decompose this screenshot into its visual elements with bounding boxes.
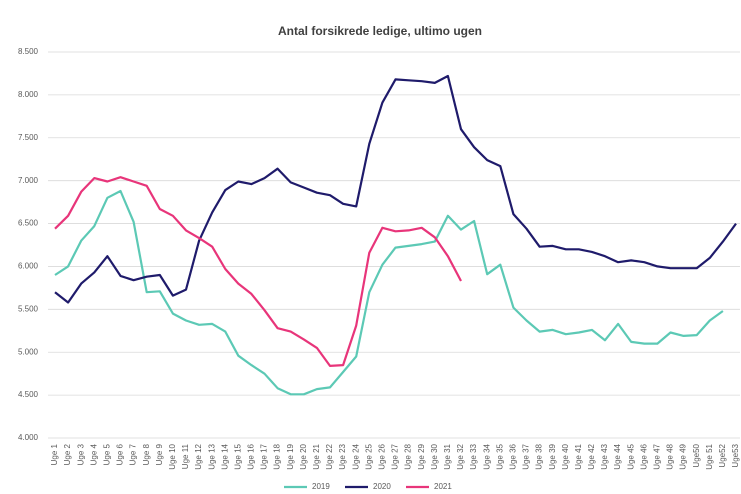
x-tick-label: Uge 16 [247,443,256,469]
y-tick-label: 7.000 [18,176,39,185]
x-tick-label: Uge 32 [456,443,465,469]
x-tick-label: Uge 4 [89,443,98,465]
x-tick-label: Uge 45 [626,443,635,469]
legend-label: 2021 [434,482,452,491]
x-tick-label: Uge 46 [639,443,648,469]
x-tick-label: Uge 3 [76,443,85,465]
x-tick-label: Uge 30 [430,443,439,469]
x-tick-label: Uge 28 [404,443,413,469]
x-tick-label: Uge 27 [391,443,400,469]
x-tick-label: Uge 24 [351,443,360,469]
x-tick-label: Uge 31 [443,443,452,469]
series-line [54,176,462,367]
x-tick-label: Uge53 [731,443,740,467]
x-tick-label: Uge 41 [574,443,583,469]
legend-label: 2019 [312,482,330,491]
x-tick-label: Uge 18 [273,443,282,469]
x-tick-label: Uge 1 [50,443,59,465]
x-tick-label: Uge 49 [679,443,688,469]
y-tick-label: 8.000 [18,90,39,99]
series-line [54,74,737,304]
x-tick-label: Uge 21 [312,443,321,469]
y-tick-label: 4.000 [18,433,39,442]
y-tick-label: 5.000 [18,347,39,356]
y-tick-label: 4.500 [18,390,39,399]
x-tick-label: Uge 20 [299,443,308,469]
x-tick-label: Uge 42 [587,443,596,469]
x-tick-label: Uge 5 [102,443,111,465]
x-tick-label: Uge 26 [378,443,387,469]
x-tick-label: Uge 44 [613,443,622,469]
y-tick-label: 6.500 [18,219,39,228]
x-tick-label: Uge52 [718,443,727,467]
legend-label: 2020 [373,482,391,491]
x-tick-label: Uge 17 [260,443,269,469]
x-tick-label: Uge 34 [482,443,491,469]
x-tick-label: Uge 35 [495,443,504,469]
x-tick-label: Uge 25 [364,443,373,469]
x-tick-label: Uge 14 [220,443,229,469]
x-tick-label: Uge 11 [181,443,190,469]
x-tick-label: Uge 29 [417,443,426,469]
x-tick-label: Uge 40 [561,443,570,469]
x-tick-label: Uge 43 [600,443,609,469]
x-tick-label: Uge 7 [129,443,138,465]
x-tick-label: Uge 6 [116,443,125,465]
x-tick-label: Uge 8 [142,443,151,465]
x-tick-label: Uge 36 [508,443,517,469]
chart-title: Antal forsikrede ledige, ultimo ugen [278,24,482,38]
series-line [54,189,724,396]
x-tick-label: Uge 13 [207,443,216,469]
x-tick-label: Uge 51 [705,443,714,469]
x-tick-label: Uge 39 [548,443,557,469]
y-tick-label: 8.500 [18,47,39,56]
x-tick-label: Uge 47 [653,443,662,469]
x-tick-label: Uge 12 [194,443,203,469]
y-tick-label: 7.500 [18,133,39,142]
x-tick-label: Uge 23 [338,443,347,469]
x-tick-label: Uge 38 [535,443,544,469]
y-tick-label: 5.500 [18,304,39,313]
y-tick-label: 6.000 [18,262,39,271]
x-tick-label: Uge 19 [286,443,295,469]
x-tick-label: Uge50 [692,443,701,467]
x-tick-label: Uge 15 [233,443,242,469]
x-tick-label: Uge 22 [325,443,334,469]
x-tick-label: Uge 10 [168,443,177,469]
x-tick-label: Uge 9 [155,443,164,465]
x-tick-label: Uge 48 [666,443,675,469]
x-tick-label: Uge 33 [469,443,478,469]
x-tick-label: Uge 2 [63,443,72,465]
x-tick-label: Uge 37 [522,443,531,469]
